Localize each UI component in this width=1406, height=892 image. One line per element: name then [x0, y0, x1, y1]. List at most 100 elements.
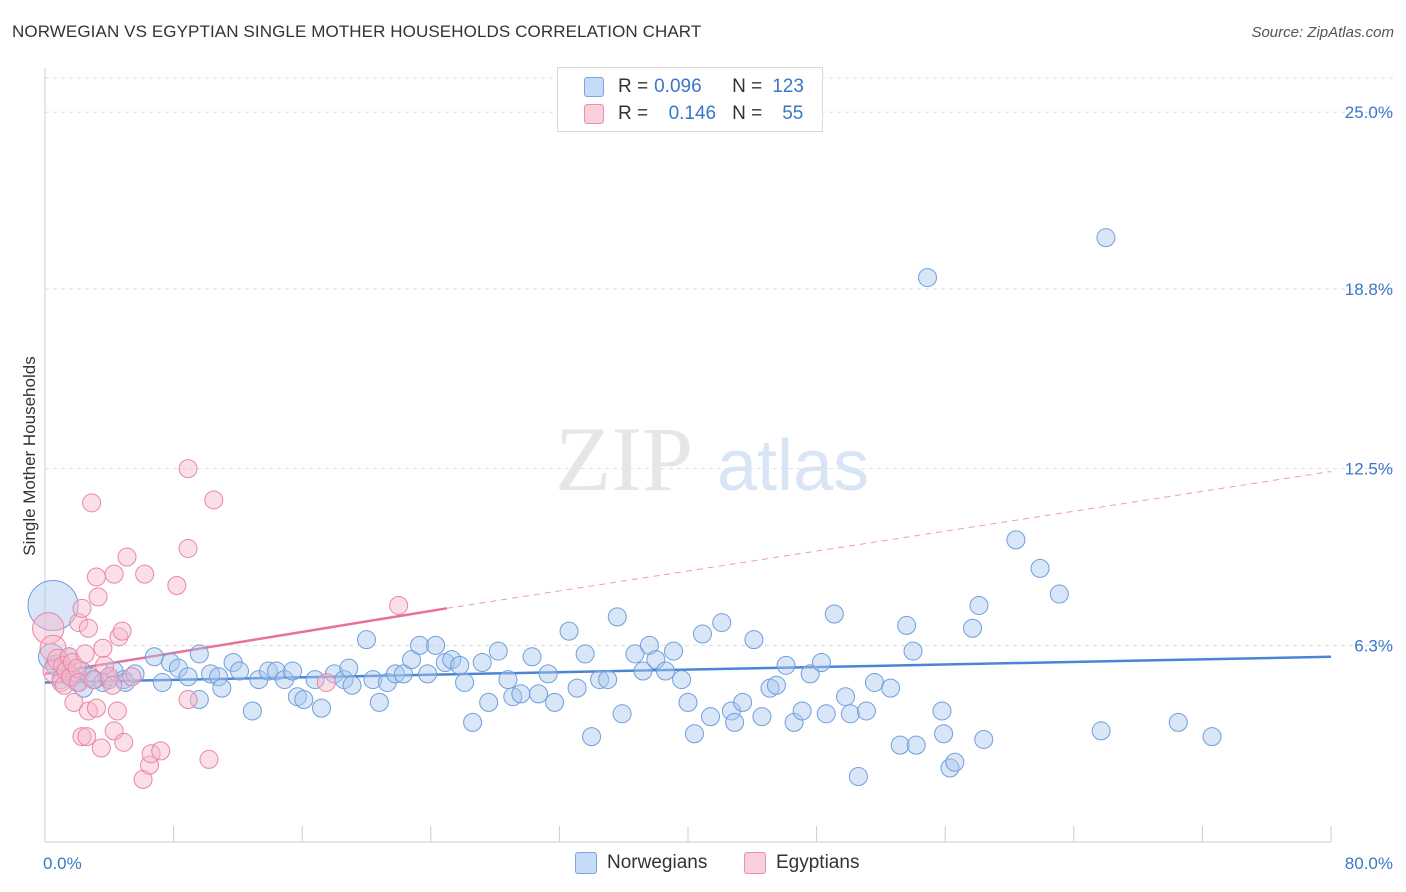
egyptian-point [93, 638, 113, 658]
norwegian-point [811, 652, 831, 672]
egyptian-point [117, 547, 137, 567]
egyptian-point [32, 612, 65, 645]
egyptian-point [86, 698, 106, 718]
egyptian-point [94, 655, 114, 675]
egyptian-point [114, 732, 134, 752]
norwegian-point [974, 729, 994, 749]
egyptian-point [167, 576, 187, 596]
norwegian-point [934, 724, 954, 744]
norwegian-point [488, 641, 508, 661]
norwegian-point [283, 661, 303, 681]
norwegian-point [824, 604, 844, 624]
y-tick-label: 18.8% [1345, 280, 1393, 299]
series-legend-egyptians: Egyptians [744, 852, 859, 874]
egyptian-point [204, 490, 224, 510]
norwegian-point [410, 635, 430, 655]
norwegian-point [864, 672, 884, 692]
norwegian-point [598, 670, 618, 690]
egyptian-point [88, 587, 108, 607]
norwegian-point [776, 655, 796, 675]
norwegian-point [672, 670, 692, 690]
norwegian-point [1091, 721, 1111, 741]
chart-title: NORWEGIAN VS EGYPTIAN SINGLE MOTHER HOUS… [12, 22, 702, 41]
norwegian-point [144, 647, 164, 667]
egyptian-point [103, 675, 123, 695]
norwegian-point [393, 664, 413, 684]
egyptian-point [199, 749, 219, 769]
norwegian-point [522, 647, 542, 667]
egyptian-point [104, 564, 124, 584]
legend-n-value: 123 [772, 76, 804, 97]
correlation-legend: R = 0.096 N = 123 R = 0.146 N = 55 [557, 67, 823, 132]
norwegian-point [455, 672, 475, 692]
egyptian-point [82, 493, 102, 513]
egyptian-point [178, 459, 198, 479]
norwegian-point [856, 701, 876, 721]
norwegian-point [625, 644, 645, 664]
norwegian-point [426, 635, 446, 655]
watermark-zip: ZIP [555, 408, 693, 510]
norwegian-point [752, 707, 772, 727]
norwegian-point [311, 698, 331, 718]
norwegian-point [712, 613, 732, 633]
norwegian-point [189, 644, 209, 664]
legend-r-label: R = [618, 103, 649, 124]
legend-n-value: 55 [782, 103, 804, 124]
egyptian-point [69, 672, 89, 692]
egyptian-point [77, 727, 97, 747]
norwegian-point [655, 661, 675, 681]
source-label: Source: ZipAtlas.com [1251, 24, 1394, 41]
egyptian-point [75, 644, 95, 664]
norwegian-point [664, 641, 684, 661]
egyptian-point [72, 727, 92, 747]
norwegian-point [209, 667, 229, 687]
legend-n-label: N = [732, 103, 763, 124]
series-legend-norwegians: Norwegians [575, 852, 707, 874]
norwegian-point [701, 707, 721, 727]
norwegian-point [402, 650, 422, 670]
norwegian-point [125, 664, 145, 684]
norwegian-point [385, 664, 405, 684]
norwegian-point [567, 678, 587, 698]
egyptian-point [133, 769, 153, 789]
egyptian-point [112, 621, 132, 641]
watermark-atlas: atlas [717, 426, 869, 506]
gridlines [45, 77, 1393, 646]
egyptian-point [91, 738, 111, 758]
norwegian-point [1006, 530, 1026, 550]
norwegian-point [897, 615, 917, 635]
norwegian-point [945, 752, 965, 772]
norwegian-point [792, 701, 812, 721]
legend-r-label: R = [618, 76, 649, 97]
legend-row-norwegians: R = 0.096 N = 123 [584, 76, 804, 98]
legend-n-label: N = [732, 76, 763, 97]
norwegian-point [969, 595, 989, 615]
norwegian-point [607, 607, 627, 627]
norwegian-point [684, 724, 704, 744]
legend-r-value: 0.146 [668, 103, 717, 124]
y-tick-label: 12.5% [1345, 460, 1393, 479]
norwegian-point [305, 670, 325, 690]
egyptian-point [64, 692, 84, 712]
norwegian-point [733, 692, 753, 712]
norwegian-point [242, 701, 262, 721]
norwegian-point [27, 579, 79, 631]
norwegian-point [918, 268, 938, 288]
egyptian-point [59, 647, 79, 667]
norwegian-point [559, 621, 579, 641]
norwegian-point [848, 767, 868, 787]
norwegian-point [1030, 558, 1050, 578]
y-axis-label: Single Mother Households [20, 356, 39, 555]
norwegian-point [633, 661, 653, 681]
norwegian-point [152, 672, 172, 692]
norwegian-point [725, 712, 745, 732]
norwegian-point [230, 661, 250, 681]
norwegian-point [538, 664, 558, 684]
scatter-points [27, 228, 1222, 789]
x-tick-label-max: 80.0% [1345, 854, 1393, 873]
norwegian-point [463, 712, 483, 732]
norwegian-point [590, 670, 610, 690]
norwegian-point [1049, 584, 1069, 604]
egyptian-point [86, 567, 106, 587]
